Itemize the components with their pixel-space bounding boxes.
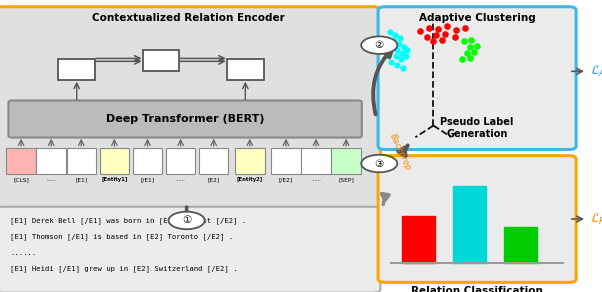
Text: Contextualized Relation Encoder: Contextualized Relation Encoder — [92, 13, 285, 23]
FancyBboxPatch shape — [143, 50, 179, 71]
Text: [E1] Derek Bell [/E1] was born in [E2] Belfast [/E2] .: [E1] Derek Bell [/E1] was born in [E2] B… — [10, 218, 246, 224]
Point — [438, 38, 447, 43]
Text: [Entity2]: [Entity2] — [237, 177, 263, 182]
Text: [/E1]: [/E1] — [140, 177, 155, 182]
Point — [469, 50, 479, 54]
Text: [E1] Thomson [/E1] is based in [E2] Toronto [/E2] .: [E1] Thomson [/E1] is based in [E2] Toro… — [10, 234, 234, 240]
Text: $\mathcal{L}_{RC}$: $\mathcal{L}_{RC}$ — [590, 211, 602, 227]
Circle shape — [361, 36, 397, 54]
Text: [E2]: [E2] — [208, 177, 220, 182]
FancyBboxPatch shape — [58, 59, 95, 80]
Text: ......: ...... — [10, 250, 37, 256]
Point — [465, 45, 474, 50]
Point — [389, 39, 399, 44]
Circle shape — [169, 212, 205, 229]
FancyBboxPatch shape — [8, 100, 362, 138]
Point — [391, 54, 401, 58]
FancyBboxPatch shape — [0, 7, 380, 208]
Point — [441, 31, 450, 36]
Point — [462, 51, 471, 55]
Point — [459, 39, 468, 44]
Text: Adaptive Clustering: Adaptive Clustering — [419, 13, 535, 23]
FancyBboxPatch shape — [0, 207, 380, 292]
Point — [442, 24, 452, 29]
FancyBboxPatch shape — [7, 148, 36, 174]
Point — [396, 57, 406, 61]
Point — [393, 62, 402, 67]
FancyBboxPatch shape — [302, 148, 331, 174]
FancyBboxPatch shape — [100, 148, 129, 174]
Point — [466, 38, 476, 43]
Text: Deep Transformer (BERT): Deep Transformer (BERT) — [106, 114, 264, 124]
Point — [433, 27, 443, 32]
FancyBboxPatch shape — [67, 148, 96, 174]
Bar — [402, 216, 435, 263]
Point — [450, 34, 459, 39]
Point — [397, 51, 407, 55]
FancyBboxPatch shape — [133, 148, 163, 174]
Text: [/E2]: [/E2] — [279, 177, 293, 182]
Text: Backprop: Backprop — [388, 132, 413, 172]
Bar — [453, 187, 486, 263]
Point — [402, 48, 412, 53]
Point — [399, 65, 408, 70]
Point — [452, 27, 461, 32]
Point — [386, 60, 396, 64]
Point — [401, 54, 411, 58]
Point — [429, 39, 438, 44]
Point — [465, 55, 474, 60]
Text: ......: ...... — [176, 177, 185, 182]
Text: ......: ...... — [311, 177, 321, 182]
Text: ③: ③ — [374, 159, 384, 168]
Text: [E1] Heidi [/E1] grew up in [E2] Switzerland [/E2] .: [E1] Heidi [/E1] grew up in [E2] Switzer… — [10, 266, 238, 272]
FancyBboxPatch shape — [36, 148, 66, 174]
Point — [423, 34, 432, 39]
FancyBboxPatch shape — [378, 156, 576, 282]
Text: [SEP]: [SEP] — [338, 177, 354, 182]
Circle shape — [361, 155, 397, 172]
Text: $\mathcal{L}_{AC}$: $\mathcal{L}_{AC}$ — [590, 64, 602, 79]
FancyBboxPatch shape — [166, 148, 195, 174]
Text: [E1]: [E1] — [75, 177, 87, 182]
FancyBboxPatch shape — [227, 59, 264, 80]
Text: ......: ...... — [46, 177, 56, 182]
Point — [395, 36, 405, 40]
Point — [458, 57, 467, 61]
Text: ①: ① — [182, 215, 191, 225]
Point — [432, 33, 441, 37]
FancyBboxPatch shape — [199, 148, 228, 174]
Text: Relation Classification: Relation Classification — [411, 286, 543, 292]
Point — [385, 30, 395, 34]
Point — [390, 33, 400, 37]
Bar — [504, 227, 538, 263]
Text: ②: ② — [374, 40, 384, 50]
FancyBboxPatch shape — [378, 7, 576, 150]
Point — [461, 26, 470, 31]
FancyBboxPatch shape — [331, 148, 361, 174]
Text: Pseudo Label
Generation: Pseudo Label Generation — [441, 117, 514, 139]
Text: [Entity1]: [Entity1] — [101, 177, 128, 182]
Point — [415, 28, 425, 33]
FancyBboxPatch shape — [235, 148, 264, 174]
Point — [393, 48, 402, 53]
Point — [399, 45, 409, 50]
Point — [394, 42, 404, 47]
Text: [CLS]: [CLS] — [13, 177, 29, 182]
FancyBboxPatch shape — [271, 148, 300, 174]
Point — [424, 25, 434, 30]
Point — [472, 44, 482, 48]
